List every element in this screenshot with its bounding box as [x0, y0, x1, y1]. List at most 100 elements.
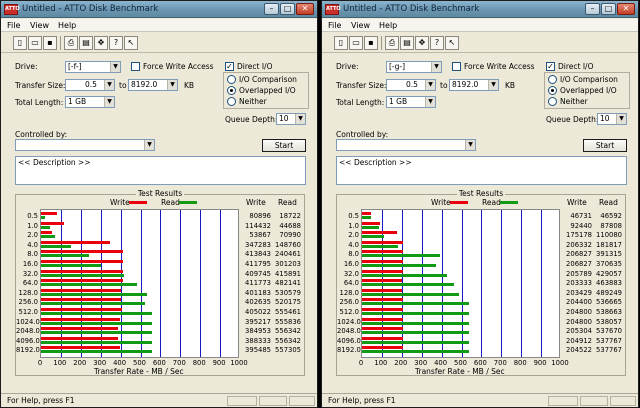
neither-radio[interactable] — [548, 97, 557, 106]
transfer-size-to-select[interactable]: 8192.0 ▼ — [449, 79, 499, 91]
io-comparison-radio[interactable] — [548, 75, 557, 84]
open-folder-icon[interactable]: ▭ — [349, 36, 363, 50]
legend-read-label: Read — [161, 198, 180, 207]
write-value: 413843 — [245, 250, 271, 259]
write-value: 204800 — [566, 308, 592, 316]
force-write-checkbox[interactable] — [131, 62, 140, 71]
menu-file[interactable]: File — [328, 21, 342, 30]
start-button[interactable]: Start — [262, 139, 306, 152]
gridline — [541, 210, 542, 357]
chevron-down-icon[interactable]: ▼ — [104, 80, 114, 90]
read-value: 148760 — [275, 240, 301, 249]
write-value: 204522 — [566, 346, 592, 355]
move-icon[interactable]: ✥ — [94, 36, 108, 50]
gridline — [220, 210, 221, 357]
menu-view[interactable]: View — [30, 21, 49, 30]
overlapped-io-radio[interactable] — [227, 86, 236, 95]
write-value: 204912 — [566, 336, 592, 345]
overlapped-io-radio[interactable] — [548, 86, 557, 95]
new-file-icon[interactable]: ▯ — [13, 36, 27, 50]
description-field[interactable]: << Description >> — [336, 156, 627, 185]
description-field[interactable]: << Description >> — [15, 156, 306, 185]
read-value: 87808 — [600, 221, 622, 230]
controlled-by-select[interactable]: ▼ — [336, 139, 476, 151]
help-icon[interactable]: ? — [430, 36, 444, 50]
queue-depth-select[interactable]: 10 ▼ — [597, 113, 627, 125]
kb-label: KB — [505, 81, 516, 90]
help-icon[interactable]: ? — [109, 36, 123, 50]
controlled-by-select[interactable]: ▼ — [15, 139, 155, 151]
write-bar — [41, 327, 118, 331]
read-bar — [41, 244, 71, 248]
total-length-select[interactable]: 1 GB ▼ — [65, 96, 115, 108]
write-column-header: Write — [246, 198, 266, 207]
toolbar-separator — [60, 36, 61, 50]
chevron-down-icon[interactable]: ▼ — [425, 80, 435, 90]
drive-select[interactable]: [-f-] ▼ — [65, 61, 121, 73]
start-button[interactable]: Start — [583, 139, 627, 152]
drive-select[interactable]: [-g-] ▼ — [386, 61, 442, 73]
direct-io-checkbox[interactable]: ✓ — [225, 62, 234, 71]
transfer-size-to-select[interactable]: 8192.0 ▼ — [128, 79, 178, 91]
transfer-size-from-select[interactable]: 0.5 ▼ — [65, 79, 115, 91]
open-folder-icon[interactable]: ▭ — [28, 36, 42, 50]
minimize-button[interactable]: – — [585, 3, 600, 15]
title-bar[interactable]: ATTO Untitled - ATTO Disk Benchmark – □ … — [1, 1, 317, 18]
to-label: to — [119, 81, 127, 90]
new-file-icon[interactable]: ▯ — [334, 36, 348, 50]
read-value: 536665 — [596, 298, 622, 307]
menu-help[interactable]: Help — [58, 21, 77, 30]
menu-help[interactable]: Help — [379, 21, 398, 30]
menu-view[interactable]: View — [351, 21, 370, 30]
transfer-size-tick-label: 4.0 — [348, 240, 359, 249]
write-bar — [362, 279, 403, 283]
minimize-icon: – — [269, 4, 274, 13]
maximize-button[interactable]: □ — [601, 3, 616, 15]
print-icon[interactable]: ⎙ — [385, 36, 399, 50]
chevron-down-icon[interactable]: ▼ — [488, 80, 498, 90]
read-bar — [362, 312, 470, 315]
title-bar[interactable]: ATTO Untitled - ATTO Disk Benchmark – □ … — [322, 1, 638, 18]
read-value: 46592 — [600, 212, 622, 220]
direct-io-checkbox[interactable]: ✓ — [546, 62, 555, 71]
transfer-size-from-select[interactable]: 0.5 ▼ — [386, 79, 436, 91]
io-comparison-radio[interactable] — [227, 75, 236, 84]
transfer-size-tick-label: 2048.0 — [337, 327, 361, 336]
chevron-down-icon[interactable]: ▼ — [104, 97, 114, 107]
chevron-down-icon[interactable]: ▼ — [144, 140, 154, 150]
close-button[interactable]: ✕ — [296, 3, 314, 15]
chevron-down-icon[interactable]: ▼ — [616, 114, 626, 124]
neither-radio[interactable] — [227, 97, 236, 106]
menu-file[interactable]: File — [7, 21, 21, 30]
direct-io-label: Direct I/O — [558, 62, 594, 71]
context-help-icon[interactable]: ↖ — [445, 36, 459, 50]
chevron-down-icon[interactable]: ▼ — [465, 140, 475, 150]
save-icon[interactable]: ▪ — [43, 36, 57, 50]
print-preview-icon[interactable]: ▤ — [400, 36, 414, 50]
chevron-down-icon[interactable]: ▼ — [167, 80, 177, 90]
print-preview-icon[interactable]: ▤ — [79, 36, 93, 50]
gridline — [160, 210, 161, 357]
maximize-button[interactable]: □ — [280, 3, 295, 15]
context-help-icon[interactable]: ↖ — [124, 36, 138, 50]
force-write-checkbox[interactable] — [452, 62, 461, 71]
transfer-size-tick-label: 4096.0 — [16, 336, 40, 345]
chevron-down-icon[interactable]: ▼ — [110, 62, 120, 72]
chevron-down-icon[interactable]: ▼ — [431, 62, 441, 72]
save-icon[interactable]: ▪ — [364, 36, 378, 50]
print-icon[interactable]: ⎙ — [64, 36, 78, 50]
window-title: Untitled - ATTO Disk Benchmark — [343, 4, 480, 14]
status-bar: For Help, press F1 — [322, 393, 638, 407]
write-value: 114432 — [245, 221, 271, 230]
chevron-down-icon[interactable]: ▼ — [425, 97, 435, 107]
gridline — [180, 210, 181, 357]
close-button[interactable]: ✕ — [617, 3, 635, 15]
queue-depth-select[interactable]: 10 ▼ — [276, 113, 306, 125]
minimize-button[interactable]: – — [264, 3, 279, 15]
x-tick-label: 200 — [394, 359, 408, 367]
write-bar — [362, 336, 403, 340]
write-value: 405022 — [245, 308, 271, 316]
move-icon[interactable]: ✥ — [415, 36, 429, 50]
chevron-down-icon[interactable]: ▼ — [295, 114, 305, 124]
total-length-select[interactable]: 1 GB ▼ — [386, 96, 436, 108]
